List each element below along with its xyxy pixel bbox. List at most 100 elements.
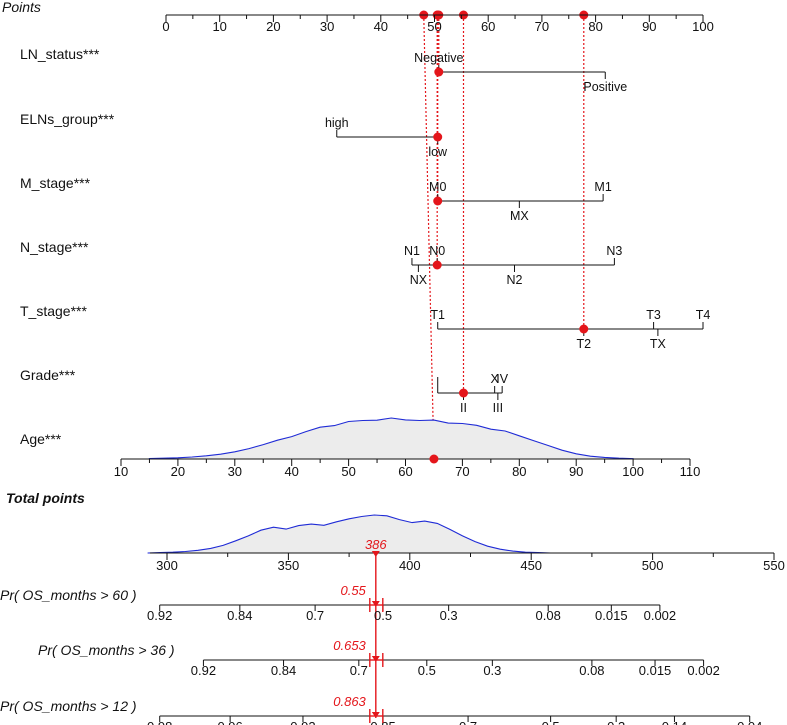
probability-tick-label: 0.84	[227, 608, 252, 623]
probability-marker-arrow	[371, 656, 380, 662]
selected-level-dot	[433, 132, 443, 142]
age-tick-label: 20	[171, 464, 185, 479]
level-label: T2	[576, 337, 591, 351]
probability-tick-label: 0.14	[662, 719, 687, 725]
probability-tick-label: 0.5	[374, 608, 392, 623]
age-tick-label: 90	[569, 464, 583, 479]
selected-level-dot	[433, 196, 443, 206]
total-tick-label: 450	[520, 558, 542, 573]
probability-axis-label: Pr( OS_months > 36 )	[38, 642, 175, 658]
probability-tick-label: 0.3	[440, 608, 458, 623]
variables: LN_status*** Negative Positive ELNs_group**…	[20, 46, 710, 415]
level-label: III	[493, 401, 503, 415]
probability-tick-label: 0.015	[595, 608, 628, 623]
age-tick-label: 70	[455, 464, 469, 479]
age-label: Age***	[20, 431, 62, 447]
probability-tick-label: 0.92	[147, 608, 172, 623]
level-label: IV	[496, 372, 508, 386]
age-tick-label: 30	[228, 464, 242, 479]
points-tick-label: 100	[692, 19, 714, 34]
probability-tick-label: 0.5	[418, 663, 436, 678]
probability-tick-label: 0.3	[607, 719, 625, 725]
probability-tick-label: 0.92	[191, 663, 216, 678]
selected-level-dot	[434, 67, 444, 77]
variable-label: M_stage***	[20, 175, 91, 191]
points-tick-label: 60	[481, 19, 495, 34]
age-tick-label: 100	[622, 464, 644, 479]
total-points-label: Total points	[6, 490, 85, 506]
total-selected-marker	[371, 551, 380, 557]
points-axis: Points 0 10 20 30 40 50 60 70 80 90 100	[2, 0, 714, 34]
points-tick-label: 0	[162, 19, 169, 34]
level-label: M1	[594, 180, 611, 194]
level-label: Negative	[414, 51, 463, 65]
selected-level-dot	[579, 324, 589, 334]
selected-level-dot	[432, 260, 442, 270]
total-density-curve	[147, 514, 551, 554]
variable-label: N_stage***	[20, 239, 89, 255]
probability-axes: Pr( OS_months > 60 ) 0.92 0.84 0.7 0.5 0.3 0.0…	[0, 583, 762, 725]
age-axis: Age*** 10 20 30 40 50 60 70 80 90 100 110	[20, 417, 701, 479]
probability-tick-label: 0.98	[147, 719, 172, 725]
probability-tick-label: 0.015	[639, 663, 672, 678]
total-tick-label: 550	[763, 558, 785, 573]
total-selected-label: 386	[365, 537, 387, 552]
probability-tick-label: 0.5	[542, 719, 560, 725]
probability-tick-label: 0.08	[579, 663, 604, 678]
points-tick-label: 30	[320, 19, 334, 34]
variable-label: T_stage***	[20, 303, 87, 319]
age-density-curve	[148, 417, 634, 460]
probability-tick-label: 0.002	[644, 608, 677, 623]
level-label: T4	[696, 308, 711, 322]
probability-tick-label: 0.002	[687, 663, 720, 678]
points-tick-label: 90	[642, 19, 656, 34]
probability-selected-label: 0.653	[333, 638, 366, 653]
probability-tick-label: 0.04	[737, 719, 762, 725]
age-selected-dot	[429, 454, 439, 464]
age-tick-label: 10	[114, 464, 128, 479]
level-label: M0	[429, 180, 446, 194]
total-tick-label: 400	[399, 558, 421, 573]
age-tick-label: 80	[512, 464, 526, 479]
age-tick-label: 110	[680, 464, 701, 479]
probability-selected-label: 0.55	[340, 583, 366, 598]
points-tick-label: 50	[427, 19, 441, 34]
probability-tick-label: 0.7	[350, 663, 368, 678]
level-label: low	[428, 145, 448, 159]
level-label: MX	[510, 209, 529, 223]
level-label: X	[490, 372, 499, 386]
probability-marker-arrow	[371, 712, 380, 718]
points-tick-label: 10	[212, 19, 226, 34]
probability-marker-arrow	[371, 601, 380, 607]
variable-label: LN_status***	[20, 46, 100, 62]
total-tick-label: 350	[278, 558, 300, 573]
probability-selected-label: 0.863	[333, 694, 366, 709]
variable-label: Grade***	[20, 367, 76, 383]
selected-level-dot	[458, 388, 468, 398]
points-tick-label: 80	[588, 19, 602, 34]
age-tick-label: 50	[341, 464, 355, 479]
level-label: N2	[507, 273, 523, 287]
probability-tick-label: 0.7	[459, 719, 477, 725]
probability-tick-label: 0.08	[536, 608, 561, 623]
age-guide-line	[423, 14, 435, 460]
probability-tick-label: 0.84	[271, 663, 296, 678]
probability-tick-label: 0.7	[306, 608, 324, 623]
total-tick-label: 300	[156, 558, 178, 573]
age-tick-label: 40	[284, 464, 298, 479]
probability-axis-label: Pr( OS_months > 60 )	[0, 587, 137, 603]
total-tick-label: 500	[642, 558, 664, 573]
level-label: N0	[429, 244, 445, 258]
probability-axis-label: Pr( OS_months > 12 )	[0, 698, 137, 714]
probability-tick-label: 0.3	[483, 663, 501, 678]
level-label: T3	[646, 308, 661, 322]
level-label: N1	[404, 244, 420, 258]
probability-tick-label: 0.92	[290, 719, 315, 725]
level-label: Positive	[583, 80, 627, 94]
points-tick-label: 40	[374, 19, 388, 34]
probability-tick-label: 0.96	[217, 719, 242, 725]
level-label: II	[460, 401, 467, 415]
points-axis-label: Points	[2, 0, 41, 15]
points-tick-label: 70	[535, 19, 549, 34]
